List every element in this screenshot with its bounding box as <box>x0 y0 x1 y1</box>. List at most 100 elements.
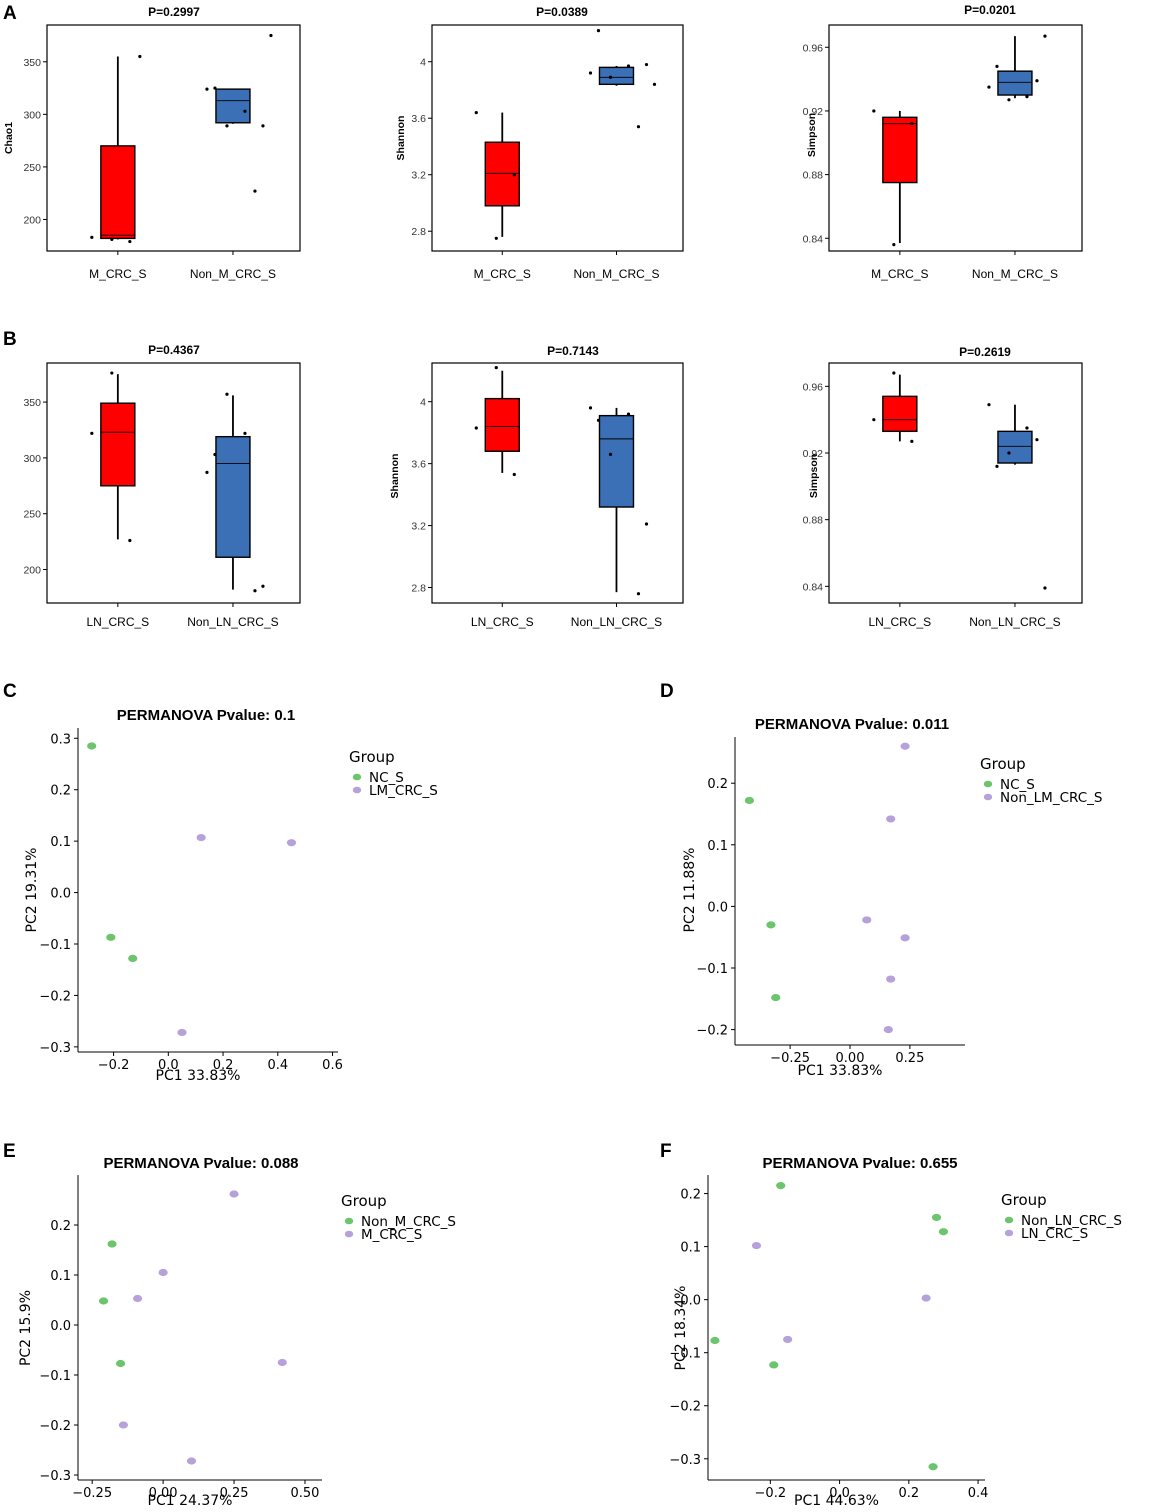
data-point <box>910 439 914 443</box>
y-tick-label: 3.2 <box>411 170 426 182</box>
point-Non_LN_CRC_S <box>938 1228 949 1236</box>
legend-entry: LM_CRC_S <box>369 783 438 799</box>
y-axis-label: PC2 15.9% <box>18 1290 34 1366</box>
x-tick-label: 0.00 <box>836 1051 865 1066</box>
data-point <box>261 584 265 588</box>
data-point <box>1007 98 1011 102</box>
y-tick-label: 0.2 <box>50 1219 71 1234</box>
data-point <box>261 124 265 128</box>
point-Non_LN_CRC_S <box>928 1463 938 1471</box>
y-axis-label: Simpson <box>806 113 818 157</box>
legend-entry: NC_S <box>369 770 404 786</box>
point-LM_CRC_S <box>177 1028 187 1037</box>
y-tick-label: −0.2 <box>39 1419 71 1434</box>
data-point <box>494 366 498 370</box>
point-M_CRC_S <box>277 1358 287 1367</box>
y-tick-label: 0.0 <box>50 1319 71 1334</box>
plot-frame <box>46 362 301 604</box>
x-category-label: Non_M_CRC_S <box>972 267 1058 281</box>
data-point <box>225 124 229 128</box>
boxplot-B3: P=0.2619 0.84 0.88 0.92 0.96 Simpson LN_CRC_S N… <box>803 345 1083 629</box>
data-point <box>128 538 132 543</box>
x-axis-label: PC1 33.83% <box>798 1063 883 1079</box>
point-NC_S <box>87 742 97 750</box>
data-point <box>596 418 601 422</box>
data-point <box>269 33 273 38</box>
boxplot-A3: P=0.0201 0.84 0.88 0.92 0.96 Simpson M_CRC_S No… <box>803 3 1083 281</box>
point-Non_LM_CRC_S <box>900 934 910 942</box>
x-axis-label: PC1 24.37% <box>148 1493 233 1509</box>
y-tick-label: −0.1 <box>696 962 728 977</box>
point-NC_S <box>106 933 116 941</box>
plot-title: PERMANOVA Pvalue: 0.088 <box>103 1155 298 1172</box>
pca-plot-C: C PERMANOVA Pvalue: 0.1 −0.3 −0.2 −0.1 0.0 0.1… <box>3 681 438 1084</box>
y-tick-label: 0.1 <box>680 1241 701 1256</box>
y-tick-label: 2.8 <box>411 226 426 238</box>
point-LM_CRC_S <box>196 833 206 842</box>
y-tick-label: 0.1 <box>50 1269 71 1284</box>
data-point <box>213 452 217 457</box>
point-M_CRC_S <box>132 1294 143 1303</box>
y-axis-label: Chao1 <box>3 122 15 154</box>
x-tick-label: −0.2 <box>755 1486 787 1501</box>
y-tick-label: 0.0 <box>707 900 728 915</box>
point-M_CRC_S <box>158 1268 168 1277</box>
y-tick-label: 0.88 <box>803 515 824 527</box>
x-category-label: M_CRC_S <box>89 267 146 281</box>
data-point <box>213 86 217 90</box>
data-point <box>626 412 631 416</box>
y-axis-label: Shannon <box>389 454 401 499</box>
y-tick-label: 300 <box>23 109 41 121</box>
data-point <box>225 392 229 396</box>
data-point <box>512 173 516 177</box>
point-NC_S <box>744 796 754 805</box>
point-M_CRC_S <box>118 1421 128 1429</box>
data-point <box>626 64 631 68</box>
x-category-label: M_CRC_S <box>871 267 928 281</box>
y-tick-label: 0.1 <box>50 835 71 850</box>
y-tick-label: −0.2 <box>39 989 71 1004</box>
panel-letter: E <box>3 1141 16 1162</box>
data-point <box>90 235 94 239</box>
point-Non_LM_CRC_S <box>900 742 910 750</box>
y-tick-label: 0.96 <box>803 381 824 393</box>
point-LN_CRC_S <box>751 1241 762 1250</box>
point-Non_M_CRC_S <box>98 1297 109 1305</box>
data-point <box>253 189 257 193</box>
y-tick-label: 350 <box>23 397 41 409</box>
point-Non_LM_CRC_S <box>883 1026 893 1034</box>
y-tick-label: 0.2 <box>680 1188 701 1203</box>
data-point <box>910 122 914 126</box>
x-category-label: Non_LN_CRC_S <box>187 615 278 629</box>
y-tick-label: 0.92 <box>803 106 824 118</box>
boxplot-B1: B P=0.4367 200 250 300 350 LN_CRC_S Non_LN_CRC_… <box>3 329 301 629</box>
plot-frame <box>46 24 301 252</box>
x-category-label: Non_LN_CRC_S <box>571 615 662 629</box>
x-category-label: Non_M_CRC_S <box>190 267 276 281</box>
data-point <box>644 522 649 526</box>
plot-title: P=0.2997 <box>148 5 200 19</box>
x-tick-label: −0.25 <box>770 1051 810 1066</box>
box-Non_LN_CRC_S <box>997 430 1033 464</box>
box-Non_M_CRC_S <box>997 70 1033 96</box>
point-Non_LN_CRC_S <box>710 1336 720 1345</box>
x-tick-label: 0.4 <box>267 1058 288 1073</box>
y-tick-label: 0.88 <box>803 170 824 182</box>
y-axis-label: PC2 18.34% <box>673 1286 689 1371</box>
data-point <box>608 452 613 456</box>
x-tick-label: 0.00 <box>149 1486 178 1501</box>
data-point <box>512 472 516 477</box>
data-point <box>90 431 94 435</box>
y-tick-label: −0.1 <box>39 1369 71 1384</box>
box-LN_CRC_S <box>882 395 918 433</box>
data-point <box>205 470 209 474</box>
boxplot-B2: P=0.7143 2.8 3.2 3.6 4 Shannon LN_CRC_S Non_LN_… <box>389 344 684 629</box>
y-tick-label: −0.1 <box>39 938 71 953</box>
y-tick-label: 0.0 <box>680 1294 701 1309</box>
y-tick-label: 3.2 <box>411 521 426 533</box>
point-Non_LN_CRC_S <box>769 1361 779 1369</box>
y-axis-label: Shannon <box>395 116 407 161</box>
y-tick-label: 0.1 <box>707 839 728 854</box>
plot-title: P=0.2619 <box>959 345 1011 359</box>
data-point <box>608 75 613 79</box>
